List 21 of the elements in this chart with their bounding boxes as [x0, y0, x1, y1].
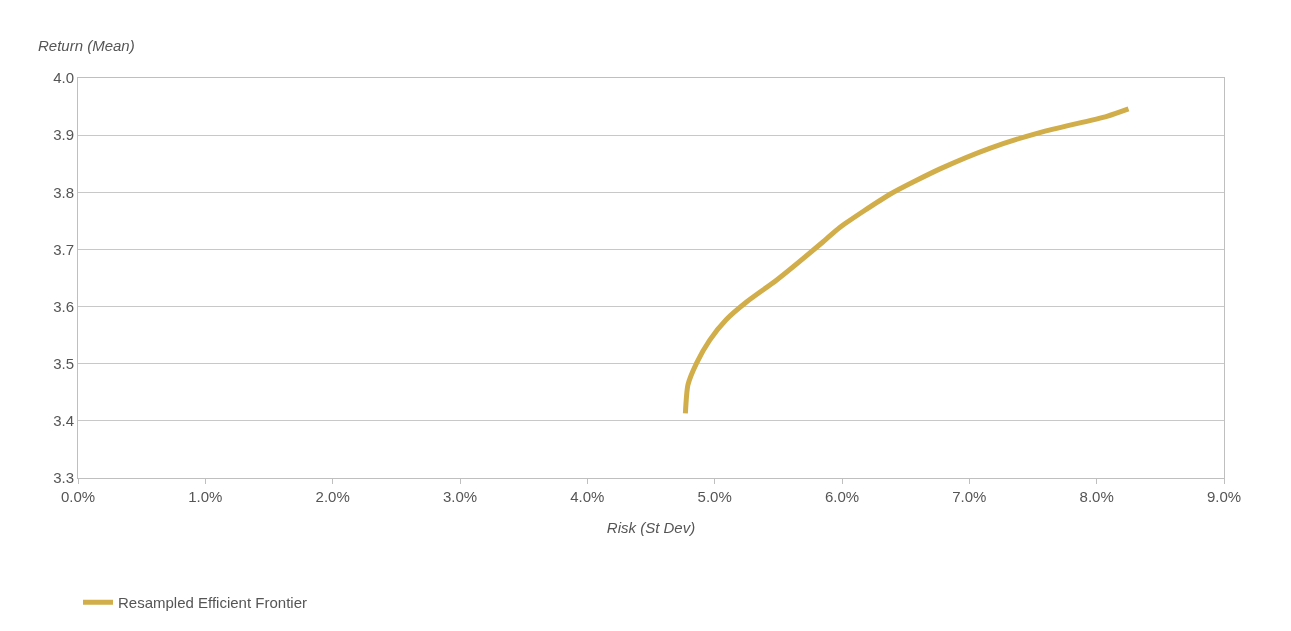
y-axis-title: Return (Mean)	[38, 37, 135, 54]
x-tick-label: 6.0%	[824, 488, 860, 505]
y-tick-label: 3.9	[53, 126, 74, 144]
x-tick-label: 4.0%	[570, 488, 605, 505]
y-tick-label: 3.6	[53, 297, 74, 315]
x-tick-label: 5.0%	[697, 488, 732, 505]
x-tick-label: 0.0%	[60, 488, 96, 505]
y-tick-label: 3.5	[53, 354, 74, 372]
y-tick-label: 3.7	[53, 240, 74, 258]
x-tick-label: 3.0%	[442, 488, 478, 505]
y-tick-label: 3.4	[53, 412, 74, 430]
y-tick-label: 4.0	[53, 69, 74, 87]
x-tick-label: 8.0%	[1079, 488, 1114, 505]
x-tick-label: 9.0%	[1206, 488, 1242, 505]
x-axis-title: Risk (St Dev)	[606, 519, 696, 536]
x-tick-label: 1.0%	[188, 488, 223, 505]
x-tick-label: 2.0%	[315, 488, 350, 505]
legend-label: Resampled Efficient Frontier	[118, 594, 307, 612]
y-tick-label: 3.3	[53, 469, 74, 487]
x-tick-label: 7.0%	[952, 488, 987, 505]
y-tick-label: 3.8	[53, 183, 74, 201]
